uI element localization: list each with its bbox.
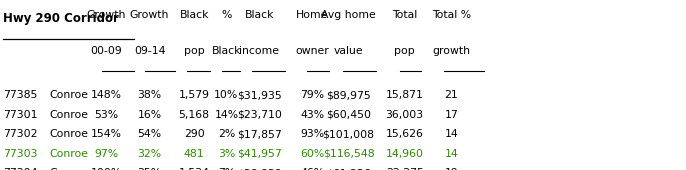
Text: %: %	[221, 10, 232, 20]
Text: Conroe: Conroe	[49, 149, 88, 159]
Text: 148%: 148%	[91, 90, 122, 100]
Text: Conroe: Conroe	[49, 168, 88, 170]
Text: 60%: 60%	[300, 149, 324, 159]
Text: $101,008: $101,008	[322, 129, 375, 139]
Text: 77303: 77303	[3, 149, 38, 159]
Text: 46%: 46%	[300, 168, 324, 170]
Text: 15,871: 15,871	[386, 90, 424, 100]
Text: 53%: 53%	[94, 110, 119, 120]
Text: 154%: 154%	[91, 129, 122, 139]
Text: 93%: 93%	[300, 129, 324, 139]
Text: 10%: 10%	[214, 90, 239, 100]
Text: 77302: 77302	[3, 129, 38, 139]
Text: Black: Black	[179, 10, 209, 20]
Text: owner: owner	[295, 46, 329, 56]
Text: 77304: 77304	[3, 168, 38, 170]
Text: Black: Black	[211, 46, 241, 56]
Text: $31,935: $31,935	[237, 90, 282, 100]
Text: 00-09: 00-09	[91, 46, 122, 56]
Text: 21: 21	[445, 90, 458, 100]
Text: Home: Home	[296, 10, 329, 20]
Text: 15,626: 15,626	[386, 129, 424, 139]
Text: Conroe: Conroe	[49, 90, 88, 100]
Text: Hwy 290 Corridor: Hwy 290 Corridor	[3, 12, 119, 25]
Text: 1,579: 1,579	[178, 90, 210, 100]
Text: Total: Total	[392, 10, 417, 20]
Text: 77385: 77385	[3, 90, 38, 100]
Text: 17: 17	[445, 110, 458, 120]
Text: 16%: 16%	[137, 110, 162, 120]
Text: Growth: Growth	[130, 10, 169, 20]
Text: Growth: Growth	[86, 10, 126, 20]
Text: 77301: 77301	[3, 110, 38, 120]
Text: 32%: 32%	[137, 149, 162, 159]
Text: $17,857: $17,857	[237, 129, 282, 139]
Text: $60,450: $60,450	[326, 110, 371, 120]
Text: $89,975: $89,975	[326, 90, 371, 100]
Text: 1,534: 1,534	[178, 168, 210, 170]
Text: 14: 14	[445, 149, 458, 159]
Text: 14: 14	[445, 129, 458, 139]
Text: income: income	[239, 46, 279, 56]
Text: 35%: 35%	[137, 168, 162, 170]
Text: pop: pop	[184, 46, 204, 56]
Text: 43%: 43%	[300, 110, 324, 120]
Text: 22,275: 22,275	[386, 168, 424, 170]
Text: 14%: 14%	[214, 110, 239, 120]
Text: $23,710: $23,710	[237, 110, 282, 120]
Text: 481: 481	[184, 149, 204, 159]
Text: 36,003: 36,003	[386, 110, 424, 120]
Text: $28,929: $28,929	[237, 168, 282, 170]
Text: value: value	[333, 46, 364, 56]
Text: Avg home: Avg home	[321, 10, 376, 20]
Text: 5,168: 5,168	[178, 110, 210, 120]
Text: Black: Black	[244, 10, 274, 20]
Text: Conroe: Conroe	[49, 110, 88, 120]
Text: 7%: 7%	[217, 168, 235, 170]
Text: growth: growth	[432, 46, 471, 56]
Text: 79%: 79%	[300, 90, 324, 100]
Text: Total %: Total %	[431, 10, 471, 20]
Text: 3%: 3%	[217, 149, 235, 159]
Text: Conroe: Conroe	[49, 129, 88, 139]
Text: 09-14: 09-14	[134, 46, 165, 56]
Text: $41,957: $41,957	[237, 149, 282, 159]
Text: 290: 290	[184, 129, 204, 139]
Text: 38%: 38%	[137, 90, 162, 100]
Text: 19: 19	[445, 168, 458, 170]
Text: 100%: 100%	[91, 168, 122, 170]
Text: 54%: 54%	[137, 129, 162, 139]
Text: 97%: 97%	[94, 149, 119, 159]
Text: $61,226: $61,226	[326, 168, 371, 170]
Text: 2%: 2%	[217, 129, 235, 139]
Text: 14,960: 14,960	[386, 149, 424, 159]
Text: $116,548: $116,548	[322, 149, 375, 159]
Text: pop: pop	[394, 46, 415, 56]
